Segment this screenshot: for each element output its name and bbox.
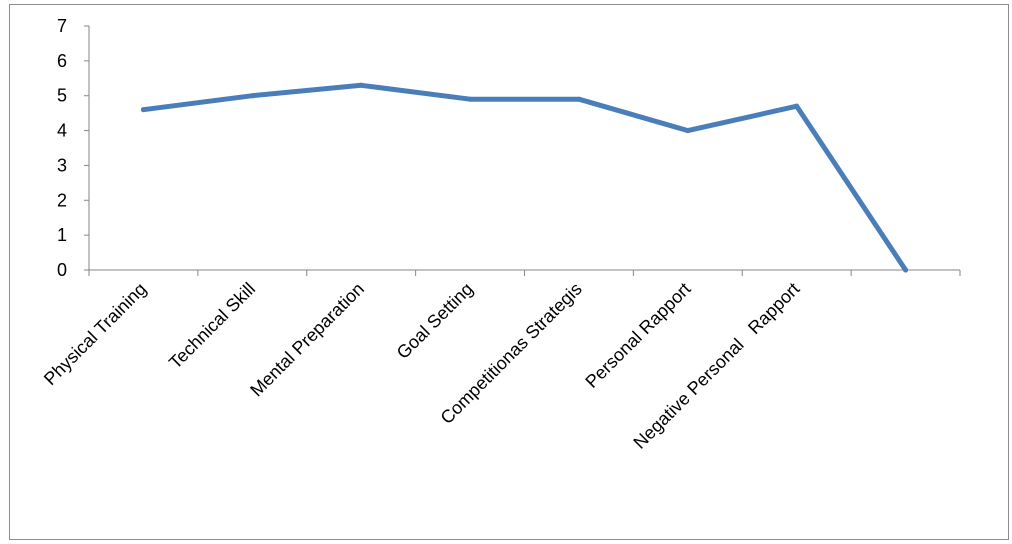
y-tick-label: 7 <box>57 16 67 36</box>
chart-frame <box>9 4 1009 540</box>
y-tick-label: 4 <box>57 121 67 141</box>
data-point <box>903 267 909 273</box>
data-point <box>358 82 364 88</box>
y-tick-label: 1 <box>57 225 67 245</box>
data-point <box>467 96 473 102</box>
x-category-label: Personal Rapport <box>581 279 694 392</box>
x-category-label: Goal Setting <box>393 279 477 363</box>
data-point <box>249 93 255 99</box>
x-category-label: Mental Preparation <box>246 279 368 401</box>
y-tick-label: 2 <box>57 190 67 210</box>
x-category-label: Technical Skill <box>165 279 259 373</box>
y-tick-label: 6 <box>57 51 67 71</box>
data-point <box>140 107 146 113</box>
y-tick-label: 0 <box>57 260 67 280</box>
series-line <box>140 82 909 273</box>
y-tick-label: 5 <box>57 86 67 106</box>
x-category-label: Physical Training <box>40 279 150 389</box>
data-point <box>685 128 691 134</box>
data-point <box>576 96 582 102</box>
y-tick-label: 3 <box>57 155 67 175</box>
data-point <box>794 103 800 109</box>
